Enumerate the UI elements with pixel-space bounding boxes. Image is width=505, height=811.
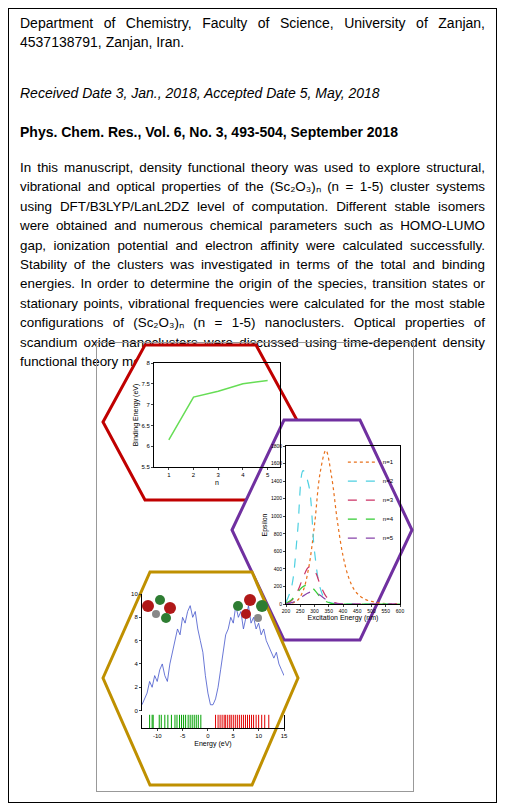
svg-text:Epsilon: Epsilon (261, 513, 269, 536)
svg-text:n=2: n=2 (383, 478, 394, 484)
svg-text:0: 0 (134, 708, 138, 714)
svg-text:8: 8 (146, 360, 150, 366)
svg-text:n=3: n=3 (383, 497, 394, 503)
svg-text:1800: 1800 (271, 443, 282, 449)
svg-text:200: 200 (274, 583, 283, 589)
svg-text:8: 8 (134, 614, 138, 620)
svg-text:400: 400 (274, 566, 283, 572)
svg-text:0: 0 (206, 733, 210, 739)
svg-text:600: 600 (274, 548, 283, 554)
svg-text:350: 350 (325, 608, 334, 614)
svg-text:1200: 1200 (271, 495, 282, 501)
svg-text:-10: -10 (153, 733, 162, 739)
svg-text:600: 600 (396, 608, 405, 614)
svg-text:5.5: 5.5 (141, 464, 150, 470)
svg-text:10: 10 (131, 591, 138, 597)
svg-text:550: 550 (382, 608, 391, 614)
svg-text:Excitation Energy (nm): Excitation Energy (nm) (308, 614, 379, 622)
svg-text:450: 450 (353, 608, 362, 614)
svg-text:7: 7 (146, 402, 150, 408)
svg-text:4: 4 (241, 472, 245, 478)
svg-text:15: 15 (281, 733, 288, 739)
svg-text:200: 200 (282, 608, 291, 614)
svg-text:400: 400 (339, 608, 348, 614)
svg-text:7.5: 7.5 (141, 381, 150, 387)
svg-text:2: 2 (192, 472, 196, 478)
svg-text:Binding Energy (eV): Binding Energy (eV) (132, 384, 140, 447)
svg-text:n: n (215, 479, 219, 486)
svg-text:300: 300 (310, 608, 319, 614)
svg-text:6.5: 6.5 (141, 423, 150, 429)
svg-text:250: 250 (296, 608, 305, 614)
svg-text:3: 3 (217, 472, 221, 478)
svg-text:6: 6 (134, 638, 138, 644)
svg-text:4: 4 (134, 661, 138, 667)
svg-text:n=4: n=4 (383, 516, 394, 522)
svg-text:n=5: n=5 (383, 535, 394, 541)
svg-text:5: 5 (266, 472, 270, 478)
svg-text:6: 6 (146, 443, 150, 449)
svg-text:2: 2 (134, 684, 138, 690)
svg-text:n=1: n=1 (383, 459, 394, 465)
svg-text:0: 0 (279, 601, 282, 607)
svg-text:1400: 1400 (271, 478, 282, 484)
svg-text:1600: 1600 (271, 460, 282, 466)
svg-text:10: 10 (255, 733, 262, 739)
svg-text:5: 5 (232, 733, 236, 739)
svg-text:Energy (eV): Energy (eV) (194, 740, 231, 748)
svg-text:1000: 1000 (271, 513, 282, 519)
svg-text:500: 500 (367, 608, 376, 614)
svg-text:1: 1 (167, 472, 171, 478)
svg-text:-5: -5 (180, 733, 186, 739)
svg-text:800: 800 (274, 531, 283, 537)
